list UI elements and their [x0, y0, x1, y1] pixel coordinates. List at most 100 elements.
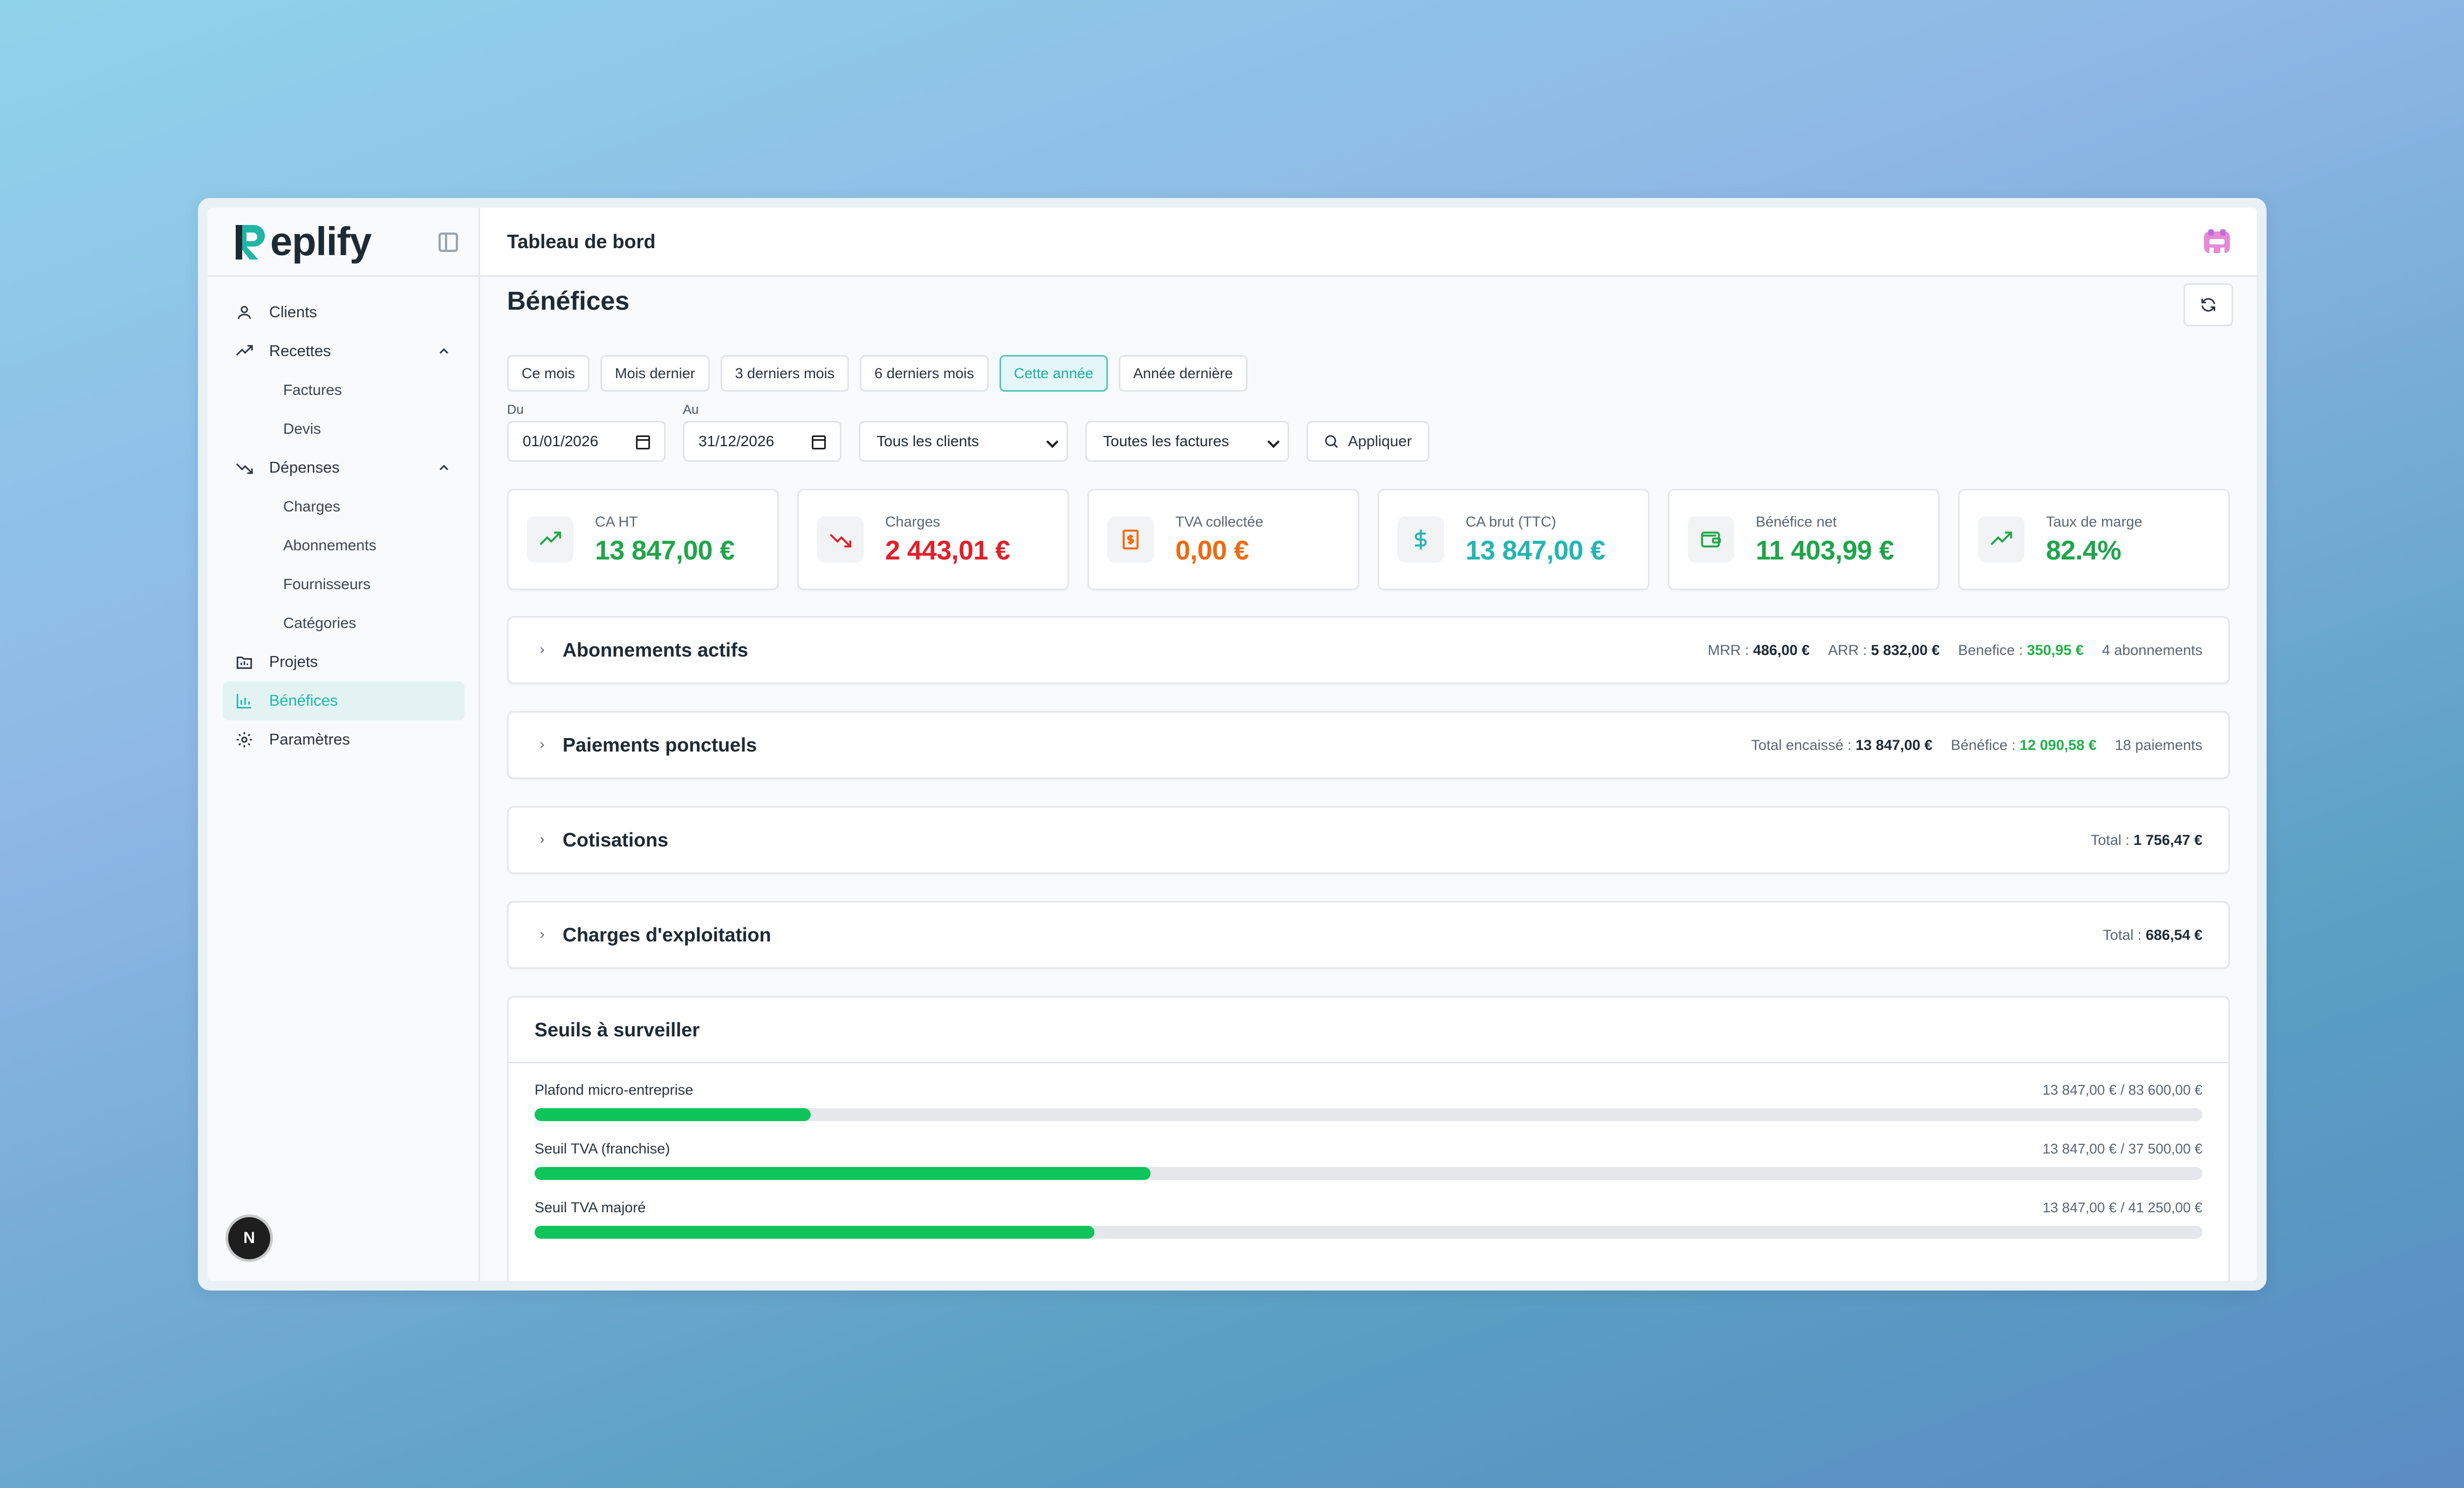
kpi-value: 13 847,00 €	[595, 535, 735, 565]
kpi-card-ca-brut: CA brut (TTC) 13 847,00 €	[1378, 489, 1649, 590]
total-label: Total encaissé :	[1751, 736, 1852, 753]
calendar-icon[interactable]	[636, 435, 650, 449]
refresh-button[interactable]	[2184, 283, 2233, 326]
to-label: Au	[683, 402, 699, 417]
chevron-up-icon[interactable]	[436, 344, 451, 359]
panel-paiements[interactable]: Paiements ponctuels Total encaissé : 13 …	[507, 711, 2230, 779]
progress-bar	[535, 1108, 2202, 1121]
preset-cette-annee[interactable]: Cette année	[999, 355, 1108, 392]
sidebar-item-fournisseurs[interactable]: Fournisseurs	[283, 576, 371, 592]
kpi-cards: CA HT 13 847,00 € Charges 2 443,01 €	[507, 489, 2230, 590]
threshold-label: Seuil TVA (franchise)	[535, 1141, 670, 1157]
preset-ce-mois[interactable]: Ce mois	[507, 355, 590, 392]
kpi-label: TVA collectée	[1175, 513, 1264, 530]
thresholds-panel: Seuils à surveiller Plafond micro-entrep…	[507, 996, 2230, 1281]
sidebar-item-label: Recettes	[269, 342, 331, 360]
sidebar-item-categories[interactable]: Catégories	[283, 615, 357, 631]
sidebar: eplify Clients Recettes Factures Devis	[208, 208, 480, 1281]
panel-stats: MRR : 486,00 € ARR : 5 832,00 € Benefice…	[1708, 642, 2202, 659]
trending-up-icon	[527, 516, 573, 563]
clients-select[interactable]: Tous les clients	[859, 421, 1068, 462]
wallet-icon	[1688, 516, 1734, 563]
sidebar-item-depenses[interactable]: Dépenses	[223, 448, 464, 487]
logo-icon	[236, 224, 265, 260]
panel-stats: Total encaissé : 13 847,00 € Bénéfice : …	[1751, 737, 2202, 754]
panel-charges-exploitation[interactable]: Charges d'exploitation Total : 686,54 €	[507, 901, 2230, 969]
sidebar-item-factures[interactable]: Factures	[283, 381, 342, 398]
preset-6-derniers-mois[interactable]: 6 derniers mois	[860, 355, 989, 392]
progress-bar	[535, 1167, 2202, 1180]
kpi-label: Bénéfice net	[1756, 513, 1837, 530]
from-date-input[interactable]: 01/01/2026	[507, 421, 666, 462]
thresholds-body: Plafond micro-entreprise 13 847,00 € / 8…	[509, 1063, 2228, 1239]
to-date-input[interactable]: 31/12/2026	[683, 421, 841, 462]
from-label: Du	[507, 402, 524, 417]
sidebar-item-label: Clients	[269, 303, 317, 321]
sidebar-toggle-icon[interactable]	[439, 233, 458, 252]
dollar-icon	[1398, 516, 1444, 563]
chevron-right-icon[interactable]	[537, 645, 547, 656]
arr-label: ARR :	[1828, 641, 1867, 658]
sidebar-item-parametres[interactable]: Paramètres	[223, 720, 464, 759]
chevron-right-icon[interactable]	[537, 835, 547, 845]
panel-stats: Total : 1 756,47 €	[2091, 832, 2202, 849]
sidebar-item-charges[interactable]: Charges	[283, 498, 340, 515]
refresh-icon	[2201, 298, 2215, 312]
calendar-icon[interactable]	[812, 435, 826, 449]
chevron-down-icon	[1267, 435, 1280, 448]
panel-abonnements[interactable]: Abonnements actifs MRR : 486,00 € ARR : …	[507, 616, 2230, 684]
sidebar-item-clients[interactable]: Clients	[223, 293, 464, 332]
topbar-title: Tableau de bord	[507, 230, 656, 252]
app-window: eplify Clients Recettes Factures Devis	[198, 198, 2267, 1291]
kpi-label: Taux de marge	[2046, 513, 2143, 530]
threshold-value: 13 847,00 € / 41 250,00 €	[2042, 1199, 2202, 1216]
sidebar-item-label: Paramètres	[269, 731, 350, 748]
threshold-row: Seuil TVA (franchise) 13 847,00 € / 37 5…	[535, 1141, 2202, 1180]
threshold-value: 13 847,00 € / 83 600,00 €	[2042, 1082, 2202, 1098]
sidebar-item-benefices[interactable]: Bénéfices	[223, 681, 464, 720]
avatar[interactable]: N	[228, 1217, 270, 1259]
total-stat: Total encaissé : 13 847,00 €	[1751, 737, 1932, 754]
kpi-card-ca-ht: CA HT 13 847,00 €	[507, 489, 779, 590]
folder-icon	[235, 652, 254, 672]
mrr-value: 486,00 €	[1753, 641, 1810, 658]
benefice-stat: Benefice : 350,95 €	[1958, 642, 2084, 659]
benefice-label: Bénéfice :	[1950, 736, 2016, 753]
filters: Du 01/01/2026 Au 31/12/2026 Tous les cli…	[507, 402, 2230, 462]
apply-button[interactable]: Appliquer	[1306, 421, 1430, 462]
panel-stats: Total : 686,54 €	[2103, 927, 2202, 944]
preset-annee-derniere[interactable]: Année dernière	[1118, 355, 1248, 392]
main: Tableau de bord Bénéfices Ce mois Mois d…	[480, 208, 2257, 1281]
chevron-up-icon[interactable]	[436, 460, 451, 475]
sidebar-item-abonnements[interactable]: Abonnements	[283, 537, 377, 554]
panel-title: Abonnements actifs	[563, 639, 749, 661]
subscription-count: 4 abonnements	[2102, 641, 2202, 658]
sidebar-item-projets[interactable]: Projets	[223, 643, 464, 681]
trending-up-icon	[1978, 516, 2024, 563]
panel-cotisations[interactable]: Cotisations Total : 1 756,47 €	[507, 806, 2230, 874]
chevron-down-icon	[1046, 435, 1059, 448]
from-date-value: 01/01/2026	[523, 433, 599, 449]
chevron-right-icon[interactable]	[537, 930, 547, 940]
kpi-label: CA HT	[595, 513, 638, 530]
period-presets: Ce mois Mois dernier 3 derniers mois 6 d…	[507, 355, 2230, 392]
sidebar-item-recettes[interactable]: Recettes	[223, 332, 464, 371]
kpi-card-taux-marge: Taux de marge 82.4%	[1958, 489, 2230, 590]
kpi-card-tva-collectee: TVA collectée 0,00 €	[1087, 489, 1359, 590]
preset-mois-dernier[interactable]: Mois dernier	[600, 355, 710, 392]
payment-count: 18 paiements	[2114, 736, 2202, 753]
preset-3-derniers-mois[interactable]: 3 derniers mois	[720, 355, 850, 392]
kpi-card-benefice-net: Bénéfice net 11 403,99 €	[1668, 489, 1940, 590]
brand[interactable]: eplify	[208, 208, 478, 277]
trending-down-icon	[817, 516, 864, 563]
receipt-icon	[1107, 516, 1154, 563]
user-avatar-icon[interactable]	[2201, 227, 2233, 257]
from-field: Du 01/01/2026	[507, 402, 666, 462]
threshold-label: Plafond micro-entreprise	[535, 1082, 694, 1098]
sidebar-item-devis[interactable]: Devis	[283, 420, 321, 437]
apply-button-label: Appliquer	[1348, 433, 1412, 449]
invoices-select[interactable]: Toutes les factures	[1085, 421, 1289, 462]
chevron-right-icon[interactable]	[537, 740, 547, 750]
total-value: 686,54 €	[2145, 926, 2202, 943]
bar-chart-icon	[235, 691, 254, 711]
